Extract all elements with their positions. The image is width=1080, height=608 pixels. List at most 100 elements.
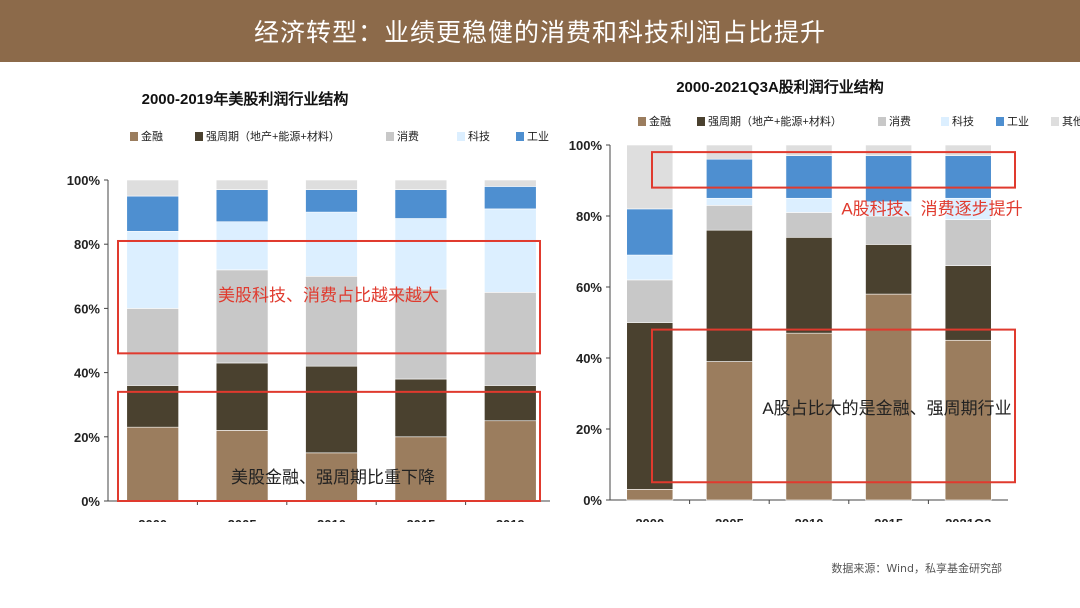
- y-tick-label: 20%: [576, 422, 602, 437]
- legend-label-other: 其他: [1062, 115, 1080, 128]
- bar-consumer-2005: [215, 269, 269, 364]
- bar-finance-2005: [215, 430, 269, 502]
- bar-consumer-2000: [126, 308, 179, 386]
- chart-title: 2000-2021Q3A股利润行业结构: [676, 78, 884, 96]
- legend-label-tech: 科技: [468, 129, 490, 143]
- bar-finance-2015: [865, 293, 912, 501]
- bar-industry-2015: [394, 189, 448, 219]
- bar-industry-2015: [865, 155, 912, 203]
- y-tick-label: 100%: [67, 173, 101, 188]
- highlight-box: [117, 239, 541, 355]
- bar-finance-2019: [484, 420, 537, 502]
- bar-tech-2010: [785, 197, 833, 213]
- legend-swatch-industry: [996, 117, 1004, 126]
- bar-industry-2005: [706, 158, 753, 199]
- highlight-box: [651, 151, 1016, 189]
- bar-consumer-2015: [394, 288, 448, 380]
- legend-swatch-finance: [638, 117, 646, 126]
- bar-cyclical-2010: [785, 237, 833, 334]
- legend-swatch-finance: [130, 132, 138, 141]
- legend-label-industry: 工业: [527, 130, 549, 143]
- bar-cyclical-2021Q3: [944, 265, 992, 341]
- bar-industry-2005: [215, 189, 269, 223]
- legend-label-consumer: 消费: [889, 114, 911, 128]
- bar-other-2005: [215, 179, 269, 190]
- us-profit-chart: 2000-2019年美股利润行业结构金融强周期（地产+能源+材料）消费科技工业其…: [0, 62, 608, 532]
- bar-finance-2021Q3: [944, 339, 992, 501]
- bar-tech-2000: [626, 254, 674, 281]
- bar-other-2000: [126, 179, 179, 197]
- legend-swatch-tech: [457, 132, 465, 141]
- x-tick-label: 2010: [317, 517, 346, 522]
- chart-svg: 2000-2019年美股利润行业结构金融强周期（地产+能源+材料）消费科技工业其…: [67, 90, 608, 532]
- header-banner: 经济转型：业绩更稳健的消费和科技利润占比提升: [0, 0, 1080, 62]
- bar-other-2010: [305, 179, 358, 190]
- annotation-text: A股科技、消费逐步提升: [841, 200, 1022, 219]
- bar-consumer-2019: [484, 292, 537, 386]
- bar-tech-2005: [706, 197, 753, 206]
- y-tick-label: 80%: [576, 209, 602, 224]
- y-tick-label: 0%: [583, 493, 602, 508]
- y-tick-label: 80%: [74, 237, 100, 252]
- legend-swatch-tech: [941, 117, 949, 126]
- source-note: 数据来源：Wind，私享基金研究部: [831, 562, 1002, 575]
- bar-cyclical-2005: [706, 229, 753, 362]
- bar-other-2015: [865, 144, 912, 156]
- y-tick-label: 100%: [569, 138, 603, 153]
- bar-tech-2010: [305, 211, 358, 277]
- legend-label-consumer: 消费: [397, 129, 419, 143]
- legend-swatch-industry: [516, 132, 524, 141]
- highlight-box: [117, 390, 541, 502]
- legend-label-industry: 工业: [1007, 115, 1029, 128]
- y-tick-label: 60%: [74, 301, 100, 316]
- y-tick-label: 20%: [74, 430, 100, 445]
- y-tick-label: 40%: [576, 351, 602, 366]
- bar-finance-2000: [626, 489, 674, 501]
- bar-finance-2010: [305, 452, 358, 502]
- bar-tech-2015: [394, 218, 448, 290]
- bar-consumer-2021Q3: [944, 219, 992, 267]
- bar-other-2000: [626, 144, 674, 210]
- annotation-text: 美股金融、强周期比重下降: [231, 468, 435, 487]
- bar-finance-2010: [785, 332, 833, 501]
- bar-industry-2000: [126, 195, 179, 232]
- bar-industry-2021Q3: [944, 155, 992, 199]
- legend-swatch-other: [1051, 117, 1059, 126]
- x-tick-label: 2000: [138, 517, 167, 522]
- annotation-text: 美股科技、消费占比越来越大: [218, 286, 439, 305]
- x-tick-label: 2019: [496, 517, 525, 522]
- y-tick-label: 40%: [74, 366, 100, 381]
- highlight-box: [651, 328, 1016, 484]
- legend-label-tech: 科技: [952, 114, 974, 128]
- bar-cyclical-2015: [394, 378, 448, 438]
- x-tick-label: 2021Q3: [945, 516, 991, 522]
- legend-label-cyclical: 强周期（地产+能源+材料）: [206, 129, 340, 143]
- y-tick-label: 0%: [81, 494, 100, 509]
- bar-industry-2010: [785, 155, 833, 199]
- legend-label-finance: 金融: [649, 114, 671, 128]
- bar-cyclical-2005: [215, 362, 269, 431]
- x-tick-label: 2010: [795, 516, 824, 522]
- legend-swatch-cyclical: [697, 117, 705, 126]
- legend-label-finance: 金融: [141, 129, 163, 143]
- bar-cyclical-2000: [626, 322, 674, 490]
- bar-industry-2000: [626, 208, 674, 256]
- legend-swatch-cyclical: [195, 132, 203, 141]
- bar-other-2021Q3: [944, 144, 992, 156]
- bar-cyclical-2010: [305, 365, 358, 454]
- chart-title: 2000-2019年美股利润行业结构: [142, 90, 349, 108]
- legend-swatch-consumer: [386, 132, 394, 141]
- page-title: 经济转型：业绩更稳健的消费和科技利润占比提升: [253, 18, 826, 47]
- bar-cyclical-2015: [865, 244, 912, 295]
- bar-cyclical-2019: [484, 385, 537, 422]
- legend-swatch-consumer: [878, 117, 886, 126]
- bar-consumer-2010: [785, 212, 833, 238]
- x-tick-label: 2015: [874, 516, 903, 522]
- annotation-text: A股占比大的是金融、强周期行业: [762, 399, 1011, 418]
- bar-tech-2019: [484, 208, 537, 293]
- bar-industry-2019: [484, 186, 537, 210]
- bar-industry-2010: [305, 189, 358, 213]
- bar-other-2015: [394, 179, 448, 190]
- x-tick-label: 2015: [406, 517, 435, 522]
